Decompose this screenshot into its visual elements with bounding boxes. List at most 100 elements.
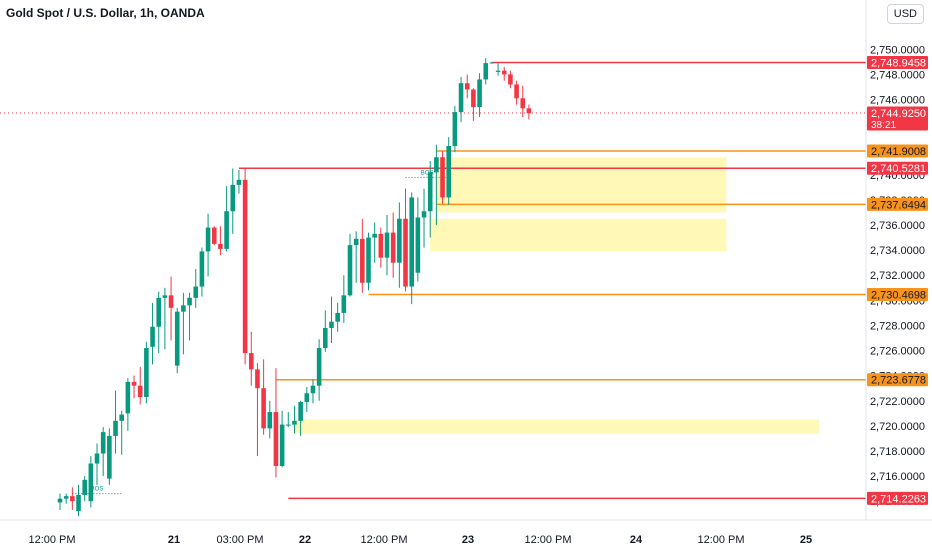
time-axis[interactable]: 12:00 PM 21 03:00 PM 22 12:00 PM 23 12:00 PM 24… bbox=[28, 534, 812, 546]
annotations: BOS BOS bbox=[72, 170, 449, 495]
price-tag bbox=[867, 144, 928, 158]
candle-body bbox=[187, 297, 192, 306]
countdown-label: 38:21 bbox=[871, 120, 896, 131]
price-tag bbox=[867, 491, 928, 505]
price-tag bbox=[867, 106, 928, 131]
candle-body bbox=[113, 420, 118, 436]
candle-body bbox=[434, 157, 439, 173]
candle-body bbox=[273, 412, 279, 467]
currency-selector[interactable]: USD bbox=[886, 4, 924, 24]
time-tick-label: 12:00 PM bbox=[28, 534, 75, 546]
price-tag-label: 2,740.5281 bbox=[871, 163, 926, 175]
candle-body bbox=[452, 112, 458, 146]
price-tag-label: 2,748.9458 bbox=[871, 58, 926, 70]
price-tick-label: 2,732.0000 bbox=[870, 270, 925, 282]
candle-body bbox=[70, 496, 75, 502]
candle-body bbox=[384, 232, 390, 258]
candle-body bbox=[347, 245, 353, 296]
candle-body bbox=[495, 70, 501, 72]
candle-body bbox=[427, 172, 433, 212]
candle-body bbox=[323, 327, 328, 349]
candle-body bbox=[514, 84, 519, 99]
candle-body bbox=[82, 479, 87, 495]
candle-body bbox=[329, 321, 334, 328]
candle-body bbox=[471, 89, 476, 108]
price-tick-label: 2,720.0000 bbox=[870, 421, 925, 433]
time-tick-label: 24 bbox=[630, 534, 643, 546]
time-tick-label: 12:00 PM bbox=[697, 534, 744, 546]
candle-body bbox=[310, 385, 316, 394]
candle-body bbox=[526, 108, 532, 114]
candle-body bbox=[409, 197, 414, 287]
bos-label: BOS bbox=[91, 487, 104, 493]
candle-body bbox=[390, 232, 396, 263]
candle-body bbox=[168, 295, 174, 308]
time-tick-label: 21 bbox=[168, 534, 180, 546]
candle-body bbox=[199, 251, 205, 287]
time-tick-label: 25 bbox=[800, 534, 812, 546]
candle-body bbox=[230, 184, 236, 212]
price-tick-label: 2,726.0000 bbox=[870, 346, 925, 358]
candle-body bbox=[193, 286, 199, 298]
candle-body bbox=[285, 424, 291, 426]
price-tick-label: 2,716.0000 bbox=[870, 471, 925, 483]
candle-body bbox=[100, 432, 106, 454]
candle-body bbox=[205, 227, 211, 252]
candle-body bbox=[76, 494, 81, 512]
price-tick-label: 2,750.0000 bbox=[870, 44, 925, 56]
candle-body bbox=[520, 98, 526, 109]
candle-body bbox=[236, 179, 242, 185]
candle-body bbox=[107, 435, 112, 479]
price-tick-label: 2,734.0000 bbox=[870, 245, 925, 257]
candle-body bbox=[489, 62, 495, 64]
time-tick-label: 23 bbox=[462, 534, 474, 546]
candle-body bbox=[162, 295, 168, 298]
candle-body bbox=[255, 369, 260, 389]
chart-title: Gold Spot / U.S. Dollar, 1h, OANDA bbox=[6, 6, 205, 20]
candle-body bbox=[341, 295, 347, 313]
candle-body bbox=[63, 496, 69, 499]
candle-body bbox=[397, 218, 402, 263]
candle-body bbox=[94, 453, 100, 464]
candle-body bbox=[508, 74, 513, 85]
price-tick-label: 2,718.0000 bbox=[870, 446, 925, 458]
price-tick-label: 2,748.0000 bbox=[870, 69, 925, 81]
candle-body bbox=[242, 179, 248, 354]
candle-body bbox=[372, 233, 377, 238]
candle-body bbox=[415, 217, 421, 273]
price-tag-label: 2,741.9008 bbox=[871, 146, 926, 158]
candle-body bbox=[316, 348, 322, 386]
bos-label: BOS bbox=[421, 170, 434, 176]
candle-body bbox=[421, 211, 427, 218]
candle-body bbox=[353, 238, 359, 246]
price-tag-label: 2,730.4698 bbox=[871, 289, 926, 301]
candle-body bbox=[292, 420, 297, 425]
candle-body bbox=[119, 414, 124, 421]
price-tick-label: 2,736.0000 bbox=[870, 220, 925, 232]
candle-body bbox=[261, 388, 266, 429]
time-tick-label: 12:00 PM bbox=[524, 534, 571, 546]
candle-body bbox=[446, 145, 452, 198]
candle-body bbox=[224, 211, 229, 249]
candle-body bbox=[248, 353, 254, 370]
candle-body bbox=[279, 424, 285, 467]
candles bbox=[57, 58, 532, 517]
candle-body bbox=[360, 238, 365, 283]
price-tag bbox=[867, 197, 928, 211]
candle-body bbox=[440, 157, 445, 198]
zone-rect bbox=[294, 419, 819, 434]
candle-body bbox=[366, 237, 371, 283]
candle-body bbox=[181, 305, 186, 312]
candle-body bbox=[477, 79, 482, 108]
candle-body bbox=[378, 233, 384, 258]
candle-body bbox=[298, 402, 303, 421]
candle-body bbox=[125, 381, 131, 414]
candle-body bbox=[144, 348, 149, 397]
price-tag-label: 2,744.9250 bbox=[871, 108, 926, 120]
price-tag-label: 2,723.6778 bbox=[871, 375, 926, 387]
price-tag bbox=[867, 56, 928, 70]
zone-rect bbox=[436, 157, 727, 213]
candle-body bbox=[131, 381, 137, 386]
candle-body bbox=[57, 498, 63, 503]
